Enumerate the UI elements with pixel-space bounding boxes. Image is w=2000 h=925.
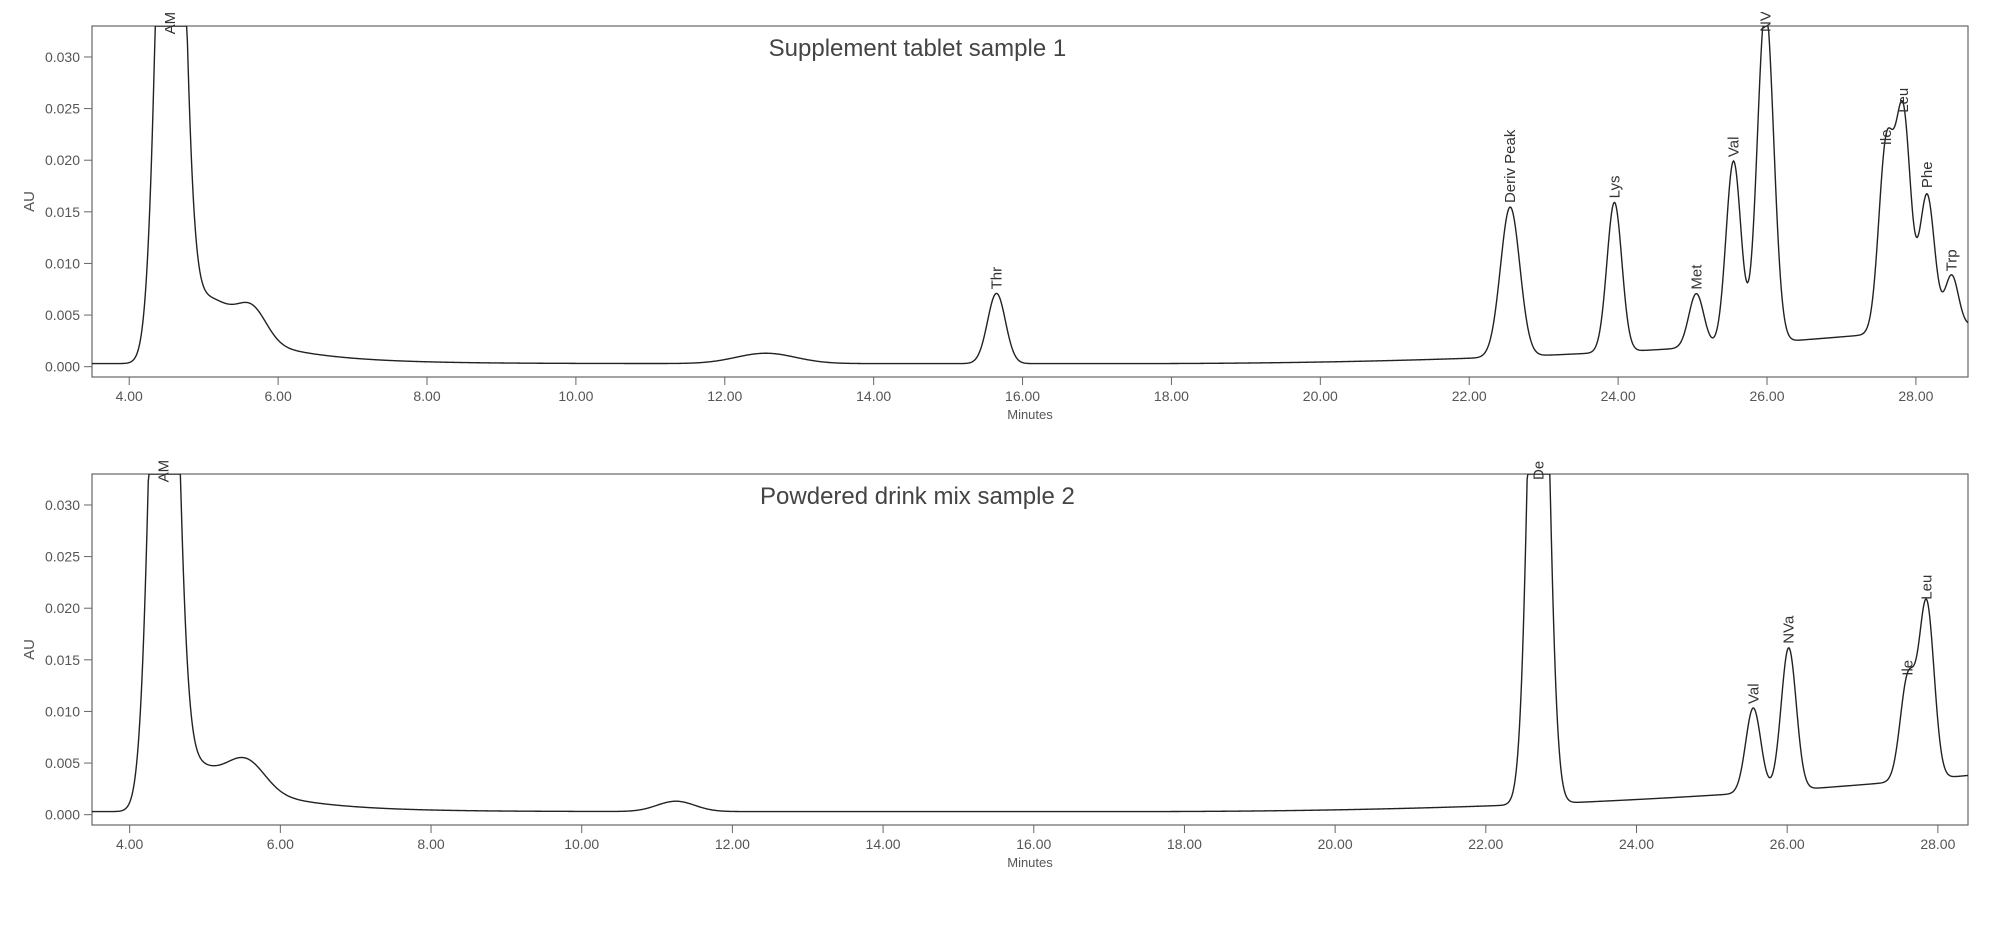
svg-text:AMQ: AMQ <box>162 12 179 34</box>
svg-text:14.00: 14.00 <box>866 836 901 852</box>
svg-text:16.00: 16.00 <box>1016 836 1051 852</box>
svg-text:0.020: 0.020 <box>45 152 80 168</box>
svg-text:18.00: 18.00 <box>1167 836 1202 852</box>
svg-text:Ile: Ile <box>1900 660 1917 676</box>
svg-text:6.00: 6.00 <box>267 836 294 852</box>
svg-text:Thr: Thr <box>989 267 1006 290</box>
svg-text:Leu: Leu <box>1919 575 1936 600</box>
svg-text:0.015: 0.015 <box>45 204 80 220</box>
svg-text:NVa: NVa <box>1781 615 1798 644</box>
svg-text:NVa: NVa <box>1758 12 1775 32</box>
chromatogram-bottom: 0.000 0.005 0.010 0.015 0.020 0.025 0.030 AU 4.0… <box>12 460 1988 880</box>
svg-text:AMQ: AMQ <box>156 460 173 482</box>
svg-text:0.015: 0.015 <box>45 652 80 668</box>
svg-text:0.010: 0.010 <box>45 703 80 719</box>
svg-text:0.030: 0.030 <box>45 497 80 513</box>
svg-text:Deriv Peak: Deriv Peak <box>1531 460 1548 480</box>
svg-text:Val: Val <box>1745 683 1762 704</box>
svg-text:Deriv Peak: Deriv Peak <box>1502 129 1519 203</box>
svg-text:Leu: Leu <box>1895 88 1912 113</box>
svg-text:12.00: 12.00 <box>707 388 742 404</box>
panel-bottom: 0.000 0.005 0.010 0.015 0.020 0.025 0.030 AU 4.0… <box>12 460 1988 880</box>
svg-text:Ile: Ile <box>1878 129 1895 145</box>
svg-text:Met: Met <box>1688 264 1705 290</box>
svg-text:8.00: 8.00 <box>413 388 440 404</box>
svg-text:Lys: Lys <box>1606 176 1623 199</box>
svg-text:26.00: 26.00 <box>1749 388 1784 404</box>
svg-text:Minutes: Minutes <box>1007 855 1053 870</box>
svg-text:10.00: 10.00 <box>564 836 599 852</box>
svg-text:0.025: 0.025 <box>45 549 80 565</box>
svg-text:24.00: 24.00 <box>1601 388 1636 404</box>
svg-text:6.00: 6.00 <box>264 388 291 404</box>
svg-text:Phe: Phe <box>1919 161 1936 188</box>
svg-text:28.00: 28.00 <box>1920 836 1955 852</box>
svg-text:8.00: 8.00 <box>417 836 444 852</box>
svg-text:24.00: 24.00 <box>1619 836 1654 852</box>
panel-top: 0.000 0.005 0.010 0.015 0.020 0.025 0.030 AU 4.0… <box>12 12 1988 432</box>
svg-text:0.010: 0.010 <box>45 255 80 271</box>
svg-text:Val: Val <box>1726 137 1743 158</box>
svg-text:22.00: 22.00 <box>1468 836 1503 852</box>
svg-text:Supplement tablet sample 1: Supplement tablet sample 1 <box>769 35 1067 62</box>
svg-text:Minutes: Minutes <box>1007 407 1053 422</box>
svg-text:AU: AU <box>21 191 38 212</box>
svg-text:0.025: 0.025 <box>45 101 80 117</box>
svg-text:0.000: 0.000 <box>45 359 80 375</box>
svg-text:20.00: 20.00 <box>1318 836 1353 852</box>
chromatogram-top: 0.000 0.005 0.010 0.015 0.020 0.025 0.030 AU 4.0… <box>12 12 1988 432</box>
svg-text:28.00: 28.00 <box>1898 388 1933 404</box>
svg-text:AU: AU <box>21 639 38 660</box>
svg-text:Trp: Trp <box>1944 249 1961 271</box>
svg-text:12.00: 12.00 <box>715 836 750 852</box>
svg-text:4.00: 4.00 <box>116 388 143 404</box>
svg-text:22.00: 22.00 <box>1452 388 1487 404</box>
svg-text:0.020: 0.020 <box>45 600 80 616</box>
svg-text:4.00: 4.00 <box>116 836 143 852</box>
svg-text:Powdered drink mix sample 2: Powdered drink mix sample 2 <box>760 483 1075 510</box>
svg-text:18.00: 18.00 <box>1154 388 1189 404</box>
svg-text:16.00: 16.00 <box>1005 388 1040 404</box>
svg-text:0.005: 0.005 <box>45 307 80 323</box>
svg-text:20.00: 20.00 <box>1303 388 1338 404</box>
svg-text:0.030: 0.030 <box>45 49 80 65</box>
svg-text:0.000: 0.000 <box>45 807 80 823</box>
chromatogram-stack: 0.000 0.005 0.010 0.015 0.020 0.025 0.030 AU 4.0… <box>12 12 1988 880</box>
svg-text:10.00: 10.00 <box>558 388 593 404</box>
svg-text:26.00: 26.00 <box>1770 836 1805 852</box>
svg-text:0.005: 0.005 <box>45 755 80 771</box>
svg-text:14.00: 14.00 <box>856 388 891 404</box>
